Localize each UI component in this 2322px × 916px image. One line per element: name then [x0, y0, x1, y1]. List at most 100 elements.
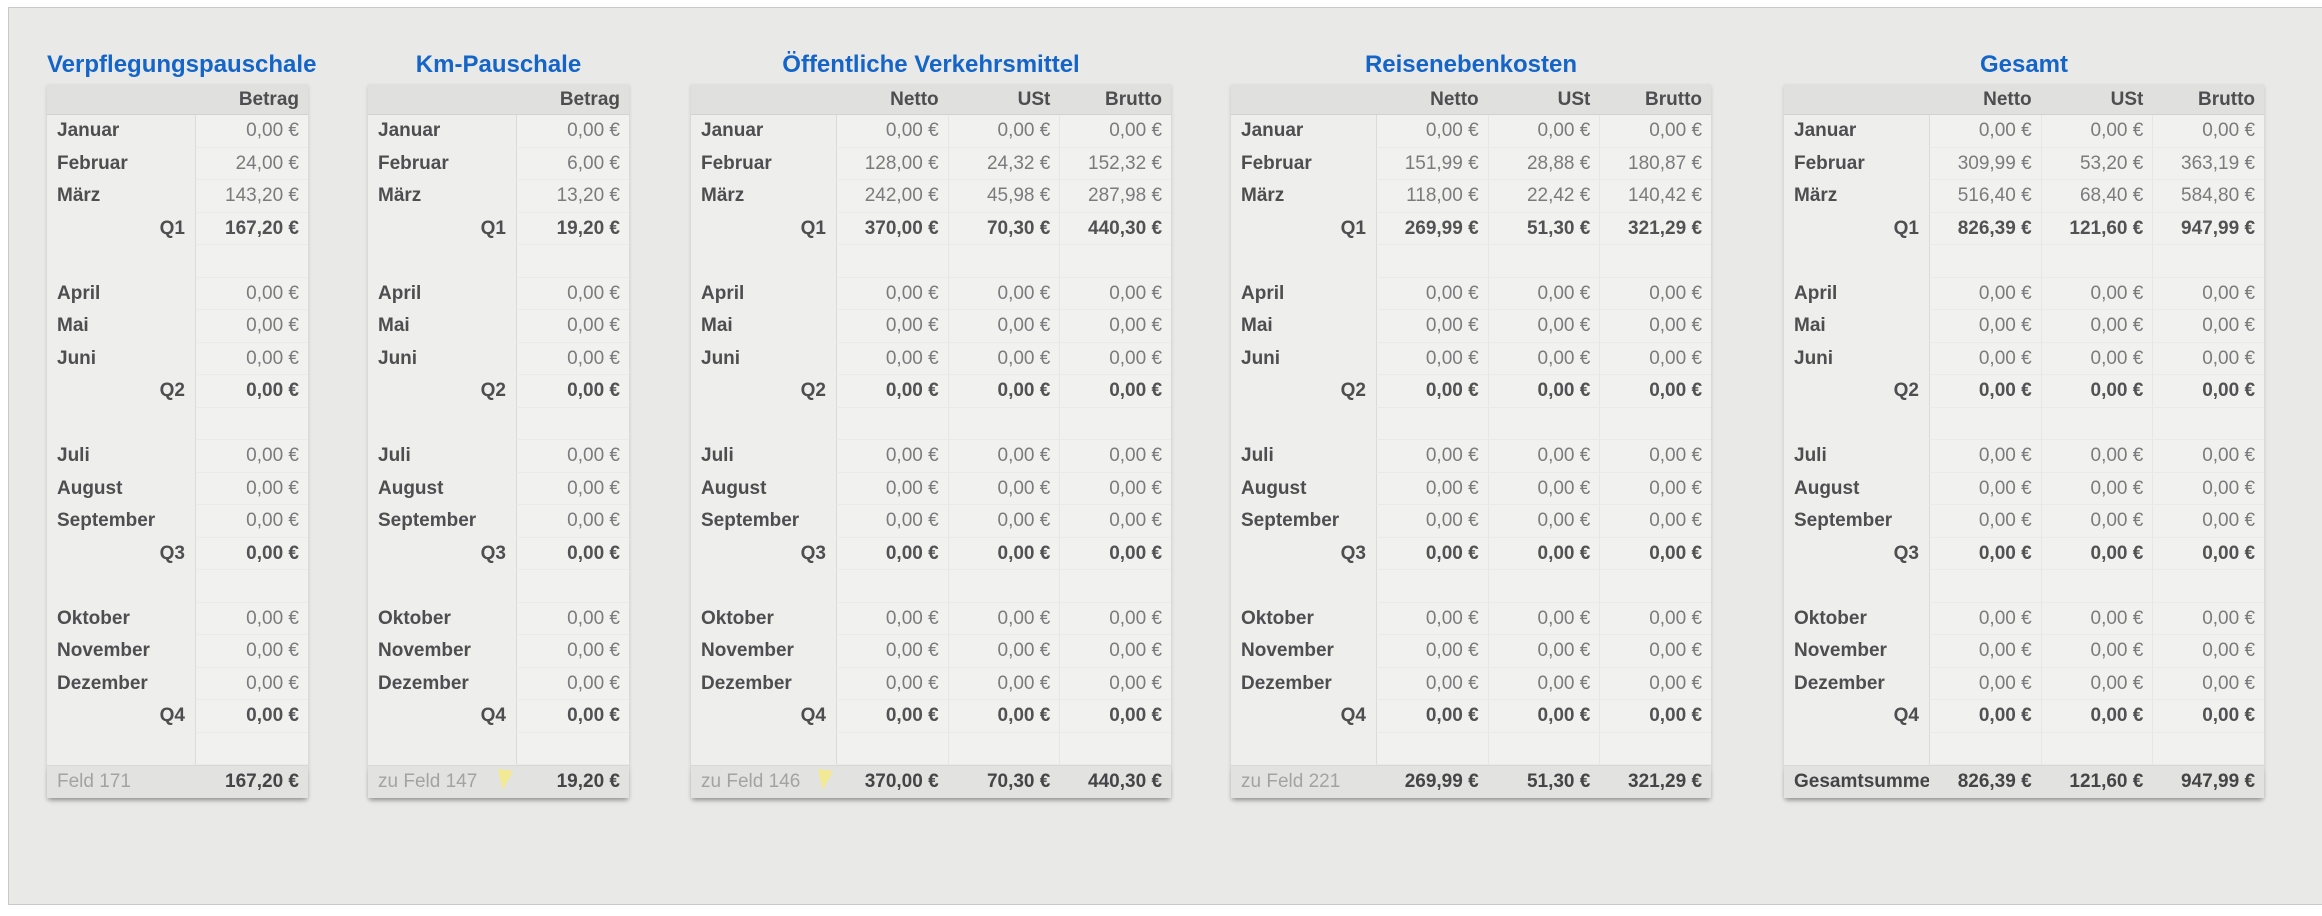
empty-label-cell[interactable]	[368, 733, 516, 766]
amount-cell[interactable]: 0,00 €	[1929, 115, 2041, 148]
empty-amount-cell[interactable]	[1059, 407, 1172, 440]
empty-label-cell[interactable]	[1231, 245, 1376, 278]
amount-cell[interactable]: 0,00 €	[1376, 602, 1488, 635]
quarter-label-cell[interactable]: Q1	[159, 217, 185, 239]
quarter-label-cell[interactable]: Q1	[1340, 217, 1366, 239]
amount-cell[interactable]: 0,00 €	[836, 277, 948, 310]
month-label-cell[interactable]: September	[1794, 510, 1893, 531]
amount-cell[interactable]: 0,00 €	[836, 505, 948, 538]
month-label-cell[interactable]: Januar	[57, 120, 120, 141]
empty-amount-cell[interactable]	[195, 407, 308, 440]
month-label-cell[interactable]: Januar	[1241, 120, 1304, 141]
month-label-cell[interactable]: Januar	[1794, 120, 1857, 141]
month-label-cell[interactable]: Dezember	[701, 672, 792, 694]
amount-cell[interactable]: 24,00 €	[195, 147, 308, 180]
empty-amount-cell[interactable]	[516, 732, 629, 765]
quarter-label-cell[interactable]: Q3	[159, 542, 185, 564]
amount-cell[interactable]: 0,00 €	[1059, 115, 1172, 148]
amount-cell[interactable]: 0,00 €	[1487, 342, 1600, 375]
month-label-cell[interactable]: Juli	[1794, 445, 1827, 466]
month-label-cell[interactable]: November	[378, 640, 471, 661]
empty-amount-cell[interactable]	[1929, 570, 2041, 603]
month-label-cell[interactable]: Oktober	[378, 607, 451, 629]
comment-marker-icon[interactable]	[818, 769, 833, 790]
quarter-total-cell[interactable]: 0,00 €	[1376, 700, 1488, 733]
month-label-cell[interactable]: Dezember	[378, 672, 469, 694]
empty-amount-cell[interactable]	[1599, 245, 1712, 278]
empty-amount-cell[interactable]	[2152, 407, 2265, 440]
quarter-label-cell[interactable]: Q2	[1340, 380, 1366, 401]
footer-total-cell[interactable]: 826,39 €	[1957, 771, 2032, 792]
empty-amount-cell[interactable]	[1376, 245, 1488, 278]
month-label-cell[interactable]: August	[57, 477, 123, 499]
amount-cell[interactable]: 0,00 €	[1376, 667, 1488, 700]
amount-cell[interactable]: 0,00 €	[1929, 667, 2041, 700]
month-label-cell[interactable]: November	[1794, 640, 1887, 661]
quarter-total-cell[interactable]: 0,00 €	[2040, 700, 2153, 733]
amount-cell[interactable]: 0,00 €	[947, 472, 1060, 505]
amount-cell[interactable]: 0,00 €	[1487, 115, 1600, 148]
quarter-total-cell[interactable]: 19,20 €	[516, 212, 629, 245]
header-empty-cell[interactable]	[1231, 84, 1376, 114]
quarter-total-cell[interactable]: 0,00 €	[2040, 375, 2153, 408]
empty-amount-cell[interactable]	[947, 245, 1060, 278]
empty-amount-cell[interactable]	[1487, 407, 1600, 440]
empty-amount-cell[interactable]	[1929, 407, 2041, 440]
month-label-cell[interactable]: Mai	[1794, 315, 1826, 336]
month-label-cell[interactable]: Januar	[378, 120, 441, 141]
amount-cell[interactable]: 143,20 €	[195, 180, 308, 213]
quarter-total-cell[interactable]: 0,00 €	[195, 700, 308, 733]
month-label-cell[interactable]: September	[701, 510, 800, 531]
month-label-cell[interactable]: November	[701, 640, 794, 661]
quarter-total-cell[interactable]: 0,00 €	[947, 537, 1060, 570]
column-header[interactable]: Betrag	[559, 89, 620, 110]
amount-cell[interactable]: 0,00 €	[1059, 635, 1172, 668]
amount-cell[interactable]: 0,00 €	[836, 115, 948, 148]
amount-cell[interactable]: 0,00 €	[1599, 440, 1712, 473]
table-title[interactable]: Km-Pauschale	[415, 51, 582, 78]
quarter-total-cell[interactable]: 0,00 €	[836, 375, 948, 408]
column-header[interactable]: Netto	[890, 89, 939, 110]
quarter-label-cell[interactable]: Q1	[1893, 217, 1919, 239]
amount-cell[interactable]: 0,00 €	[2152, 505, 2265, 538]
column-header[interactable]: Betrag	[238, 89, 299, 110]
quarter-total-cell[interactable]: 0,00 €	[1487, 375, 1600, 408]
amount-cell[interactable]: 0,00 €	[1487, 310, 1600, 343]
empty-amount-cell[interactable]	[2152, 732, 2265, 765]
column-header[interactable]: USt	[1017, 89, 1051, 110]
amount-cell[interactable]: 0,00 €	[2040, 342, 2153, 375]
quarter-total-cell[interactable]: 0,00 €	[1376, 537, 1488, 570]
quarter-total-cell[interactable]: 826,39 €	[1929, 212, 2041, 245]
amount-cell[interactable]: 0,00 €	[1929, 277, 2041, 310]
amount-cell[interactable]: 0,00 €	[516, 115, 629, 148]
month-label-cell[interactable]: März	[1241, 185, 1285, 206]
empty-label-cell[interactable]	[1784, 245, 1929, 278]
amount-cell[interactable]: 0,00 €	[1599, 310, 1712, 343]
amount-cell[interactable]: 0,00 €	[1929, 505, 2041, 538]
amount-cell[interactable]: 0,00 €	[516, 277, 629, 310]
quarter-total-cell[interactable]: 947,99 €	[2152, 212, 2265, 245]
quarter-label-cell[interactable]: Q2	[800, 380, 826, 401]
footer-total-cell[interactable]: 167,20 €	[225, 771, 299, 792]
empty-amount-cell[interactable]	[1059, 570, 1172, 603]
amount-cell[interactable]: 0,00 €	[2152, 277, 2265, 310]
quarter-total-cell[interactable]: 0,00 €	[947, 700, 1060, 733]
empty-label-cell[interactable]	[1231, 408, 1376, 441]
amount-cell[interactable]: 0,00 €	[1059, 667, 1172, 700]
amount-cell[interactable]: 0,00 €	[947, 602, 1060, 635]
amount-cell[interactable]: 0,00 €	[947, 342, 1060, 375]
amount-cell[interactable]: 0,00 €	[516, 440, 629, 473]
empty-amount-cell[interactable]	[1929, 245, 2041, 278]
amount-cell[interactable]: 0,00 €	[516, 505, 629, 538]
month-label-cell[interactable]: Oktober	[1794, 607, 1867, 629]
quarter-label-cell[interactable]: Q4	[480, 705, 506, 726]
amount-cell[interactable]: 0,00 €	[195, 472, 308, 505]
amount-cell[interactable]: 0,00 €	[2152, 310, 2265, 343]
amount-cell[interactable]: 53,20 €	[2040, 147, 2153, 180]
amount-cell[interactable]: 13,20 €	[516, 180, 629, 213]
empty-label-cell[interactable]	[47, 408, 195, 441]
table-title[interactable]: Gesamt	[1979, 51, 2069, 78]
quarter-label-cell[interactable]: Q1	[480, 217, 506, 239]
footer-total-cell[interactable]: 269,99 €	[1404, 771, 1479, 792]
amount-cell[interactable]: 0,00 €	[2152, 667, 2265, 700]
